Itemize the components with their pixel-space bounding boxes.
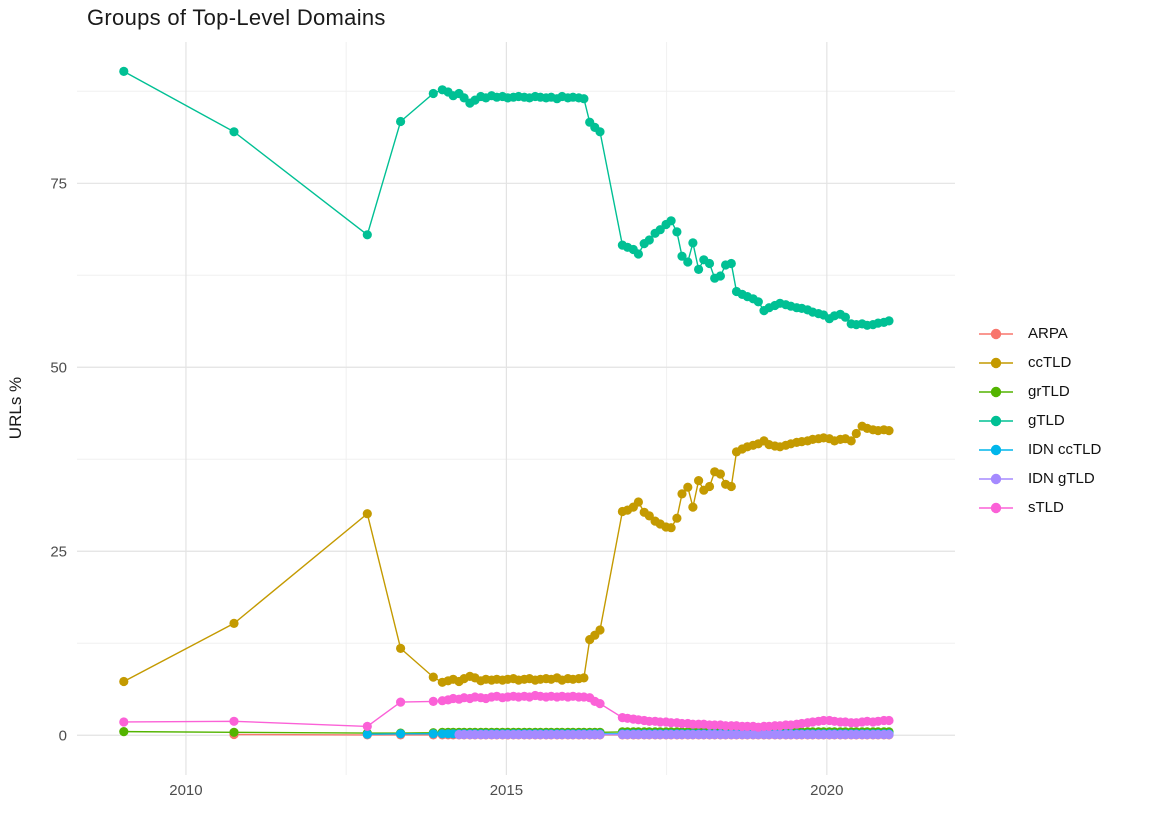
series-point-cctld	[677, 489, 687, 499]
series-point-gtld	[753, 297, 763, 307]
series-point-gtld	[595, 127, 605, 137]
series-point-idn-gtld	[595, 729, 605, 740]
series-point-gtld	[688, 238, 698, 248]
legend-key-icon-idn-gtld	[979, 473, 1013, 484]
legend-key-icon-arpa	[979, 328, 1013, 339]
series-point-gtld	[884, 316, 894, 326]
legend-key-icon-stld	[979, 502, 1013, 513]
legend-key-icon-cctld	[979, 357, 1013, 368]
series-point-gtld	[396, 116, 406, 127]
legend-key-icon-grtld	[979, 386, 1013, 397]
x-tick-label: 2020	[810, 782, 843, 799]
series-point-cctld	[633, 497, 644, 507]
series-point-cctld	[884, 426, 894, 436]
chart-title: Groups of Top-Level Domains	[87, 5, 386, 30]
legend-label-gtld: gTLD	[1028, 412, 1065, 429]
legend-item-gtld: gTLD	[978, 406, 1101, 435]
series-point-stld	[428, 696, 438, 707]
series-point-gtld	[633, 249, 644, 259]
series-point-cctld	[851, 428, 861, 439]
legend-item-idn-cctld: IDN ccTLD	[978, 435, 1101, 464]
legend-item-idn-gtld: IDN gTLD	[978, 464, 1101, 493]
x-tick-label: 2010	[169, 782, 202, 799]
series-point-cctld	[672, 513, 682, 523]
legend-key-icon-gtld	[979, 415, 1013, 426]
series-point-cctld	[683, 482, 693, 492]
series-point-gtld	[840, 312, 851, 322]
legend-item-grtld: grTLD	[978, 377, 1101, 406]
y-tick-label: 50	[50, 359, 67, 376]
legend-item-cctld: ccTLD	[978, 348, 1101, 377]
series-point-idn-cctld	[428, 729, 438, 739]
series-point-gtld	[579, 94, 589, 104]
series-point-cctld	[362, 509, 372, 519]
series-point-gtld	[666, 216, 676, 226]
series-point-stld	[396, 697, 406, 707]
series-point-grtld	[229, 727, 239, 737]
series-point-cctld	[579, 673, 589, 683]
legend-label-cctld: ccTLD	[1028, 354, 1072, 371]
legend-label-idn-gtld: IDN gTLD	[1028, 470, 1095, 487]
y-tick-label: 0	[59, 727, 67, 744]
legend-label-idn-cctld: IDN ccTLD	[1028, 441, 1102, 458]
series-point-gtld	[229, 127, 239, 137]
series-point-gtld	[119, 66, 129, 76]
series-point-cctld	[694, 476, 704, 486]
y-tick-label: 75	[50, 175, 67, 192]
series-point-stld	[229, 716, 239, 726]
legend: ARPA ccTLD grTLD gTLD IDN ccTLD IDN gTLD sTLD	[978, 319, 1101, 522]
legend-label-stld: sTLD	[1028, 499, 1064, 516]
x-tick-label: 2015	[490, 782, 523, 799]
y-tick-label: 25	[50, 543, 67, 560]
series-point-gtld	[644, 235, 654, 245]
series-point-gtld	[726, 258, 736, 269]
series-point-cctld	[119, 676, 129, 687]
y-axis-title: URLs %	[6, 376, 25, 440]
legend-label-arpa: ARPA	[1028, 325, 1068, 342]
series-point-cctld	[726, 481, 736, 492]
series-point-stld	[595, 699, 605, 709]
series-point-idn-cctld	[362, 729, 372, 739]
series-point-idn-gtld	[884, 729, 894, 740]
series-point-grtld	[119, 727, 129, 737]
legend-label-grtld: grTLD	[1028, 383, 1070, 400]
series-point-gtld	[362, 230, 372, 240]
series-point-stld	[362, 721, 372, 732]
legend-item-stld: sTLD	[978, 493, 1101, 522]
series-point-cctld	[688, 502, 698, 512]
series-point-cctld	[704, 481, 715, 492]
series-point-cctld	[229, 618, 239, 629]
series-point-gtld	[704, 258, 715, 269]
series-point-cctld	[396, 643, 406, 654]
series-point-cctld	[595, 625, 605, 635]
series-point-cctld	[846, 436, 856, 446]
series-point-stld	[119, 717, 129, 727]
series-point-stld	[884, 715, 894, 726]
series-point-gtld	[428, 88, 438, 99]
series-point-gtld	[715, 271, 726, 281]
series-point-gtld	[672, 227, 682, 237]
legend-item-arpa: ARPA	[978, 319, 1101, 348]
series-point-gtld	[677, 251, 687, 261]
series-point-cctld	[666, 523, 676, 533]
series-point-idn-cctld	[396, 729, 406, 739]
legend-key-icon-idn-cctld	[979, 444, 1013, 455]
series-point-cctld	[428, 672, 438, 682]
series-point-cctld	[715, 469, 726, 479]
series-point-gtld	[683, 257, 693, 267]
series-point-gtld	[694, 264, 704, 274]
